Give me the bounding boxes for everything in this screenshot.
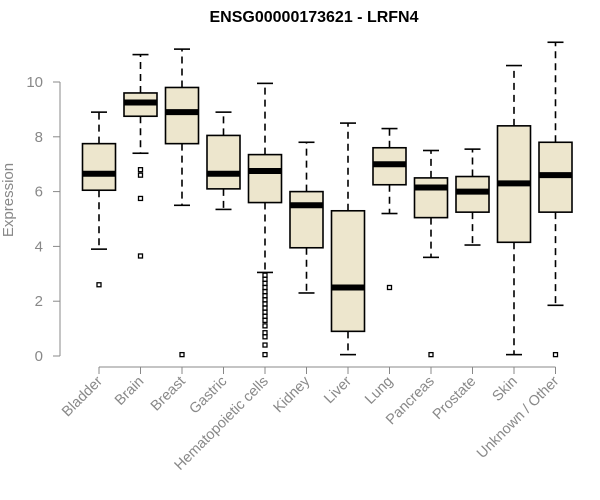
category-label: Skin (490, 374, 521, 405)
outlier-point (386, 284, 393, 291)
y-axis-label: Expression (0, 163, 17, 237)
category-label: Breast (148, 374, 189, 415)
outlier-point (137, 167, 144, 173)
outlier-point (262, 317, 268, 324)
iqr-box (413, 177, 449, 219)
category-label: Bladder (59, 373, 106, 420)
outlier-point (262, 280, 268, 287)
outlier-point (137, 172, 144, 178)
category-label: Brain (112, 374, 147, 409)
outlier-point (262, 309, 268, 315)
outlier-point (262, 293, 268, 299)
outlier-point (179, 351, 185, 358)
outlier-point (262, 330, 268, 336)
box-breast (164, 48, 200, 358)
y-tick-label: 6 (35, 184, 43, 201)
outlier-point (262, 334, 268, 340)
outlier-point (96, 282, 102, 288)
box-lung (372, 127, 407, 291)
y-axis: 0 2 4 6 8 10 (26, 74, 61, 365)
iqr-box (289, 190, 324, 249)
iqr-box (330, 209, 366, 333)
outlier-point (262, 276, 268, 282)
box-pancreas (413, 149, 449, 358)
outlier-point (262, 351, 268, 358)
y-tick-label: 0 (35, 348, 43, 365)
outlier-point (262, 288, 268, 295)
outlier-point (262, 342, 268, 348)
box-kidney (289, 141, 324, 294)
category-label: Prostate (430, 374, 479, 423)
box-unknown-other (538, 41, 573, 358)
outlier-point (262, 313, 268, 319)
box-prostate (455, 148, 490, 246)
y-tick-label: 4 (35, 238, 43, 255)
box-brain (123, 53, 158, 259)
iqr-box (247, 153, 283, 204)
y-tick-label: 2 (35, 293, 43, 310)
y-tick-label: 8 (35, 129, 43, 146)
outlier-point (262, 272, 268, 278)
outlier-point (262, 284, 268, 291)
outlier-point (137, 195, 144, 202)
y-tick-label: 10 (26, 74, 43, 91)
outlier-point (552, 351, 559, 358)
box-hematopoietic-cells (247, 82, 283, 358)
iqr-box (206, 134, 241, 190)
iqr-box (164, 86, 200, 145)
box-gastric (206, 111, 241, 211)
outlier-point (262, 323, 268, 329)
box-skin (496, 64, 532, 356)
outlier-point (137, 253, 144, 259)
box-liver (330, 122, 366, 356)
chart-title: ENSG00000173621 - LRFN4 (210, 9, 419, 26)
category-label: Kidney (271, 373, 314, 416)
outlier-point (428, 351, 434, 358)
outlier-point (262, 297, 268, 303)
iqr-box (81, 142, 117, 192)
outlier-point (262, 301, 268, 307)
box-bladder (81, 111, 117, 288)
outlier-point (262, 305, 268, 311)
boxes-group (81, 41, 573, 358)
category-label: Liver (321, 373, 355, 407)
category-label: Lung (362, 374, 396, 408)
